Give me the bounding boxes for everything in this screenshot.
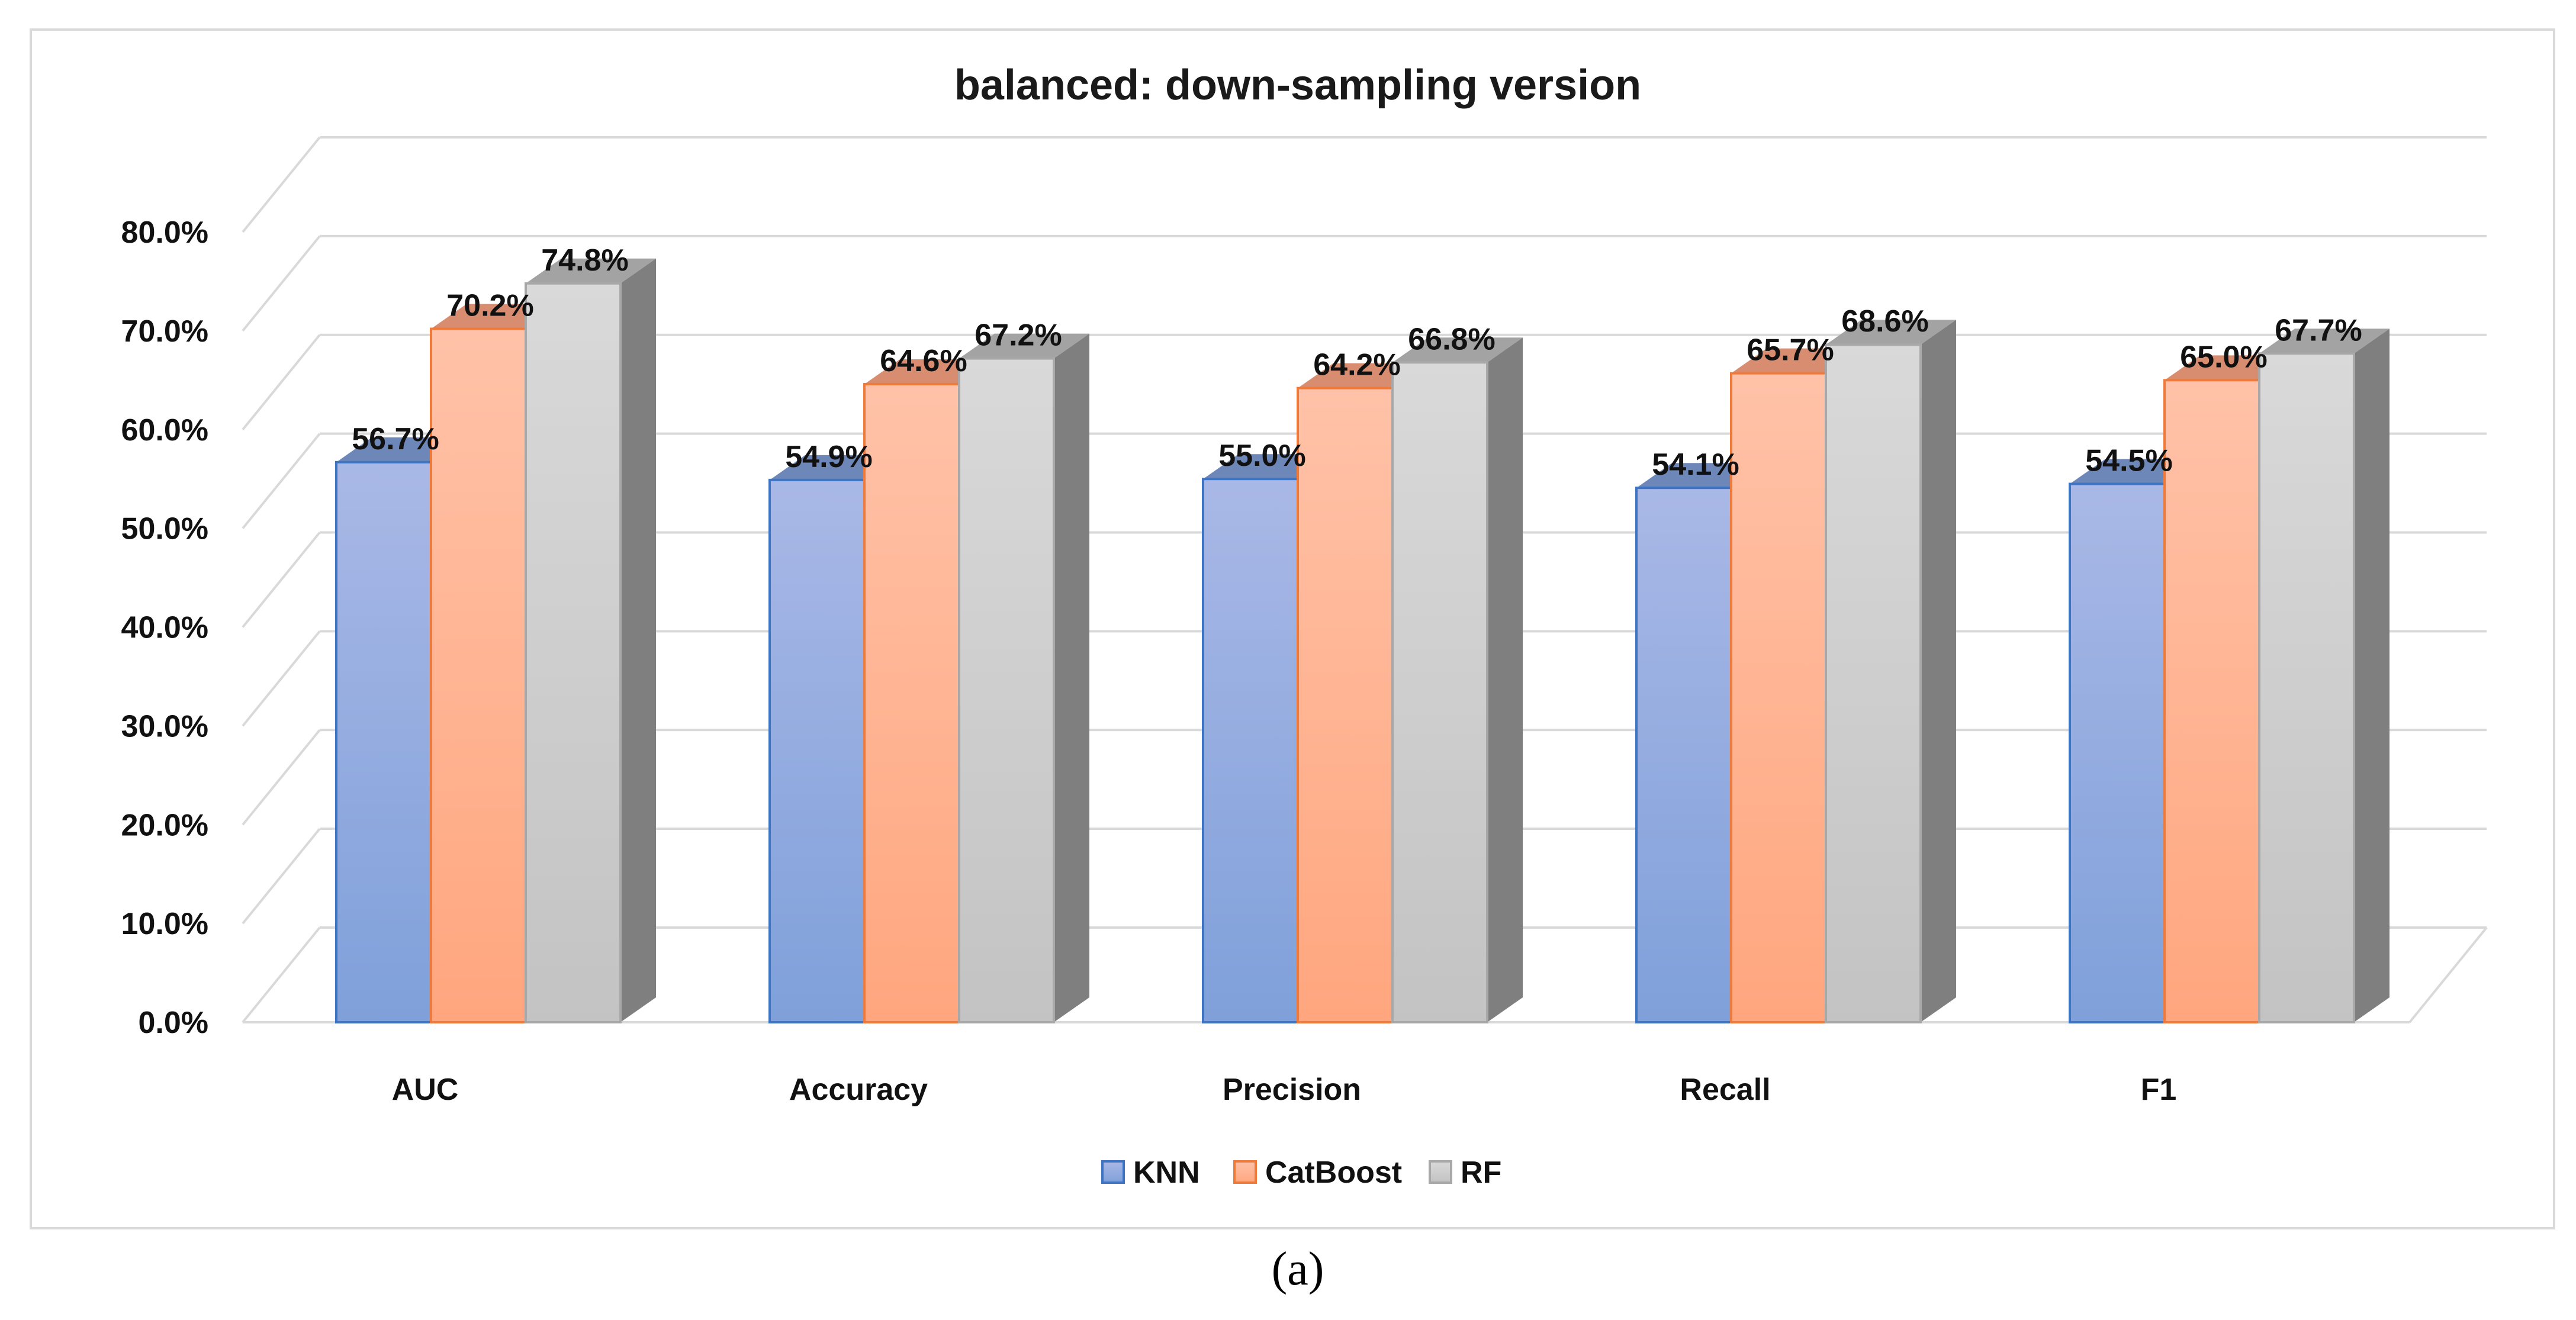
data-label: 54.5% [2085, 444, 2172, 478]
bar-front [1391, 361, 1488, 1023]
y-tick-label: 70.0% [121, 314, 208, 349]
bar-front [1297, 387, 1394, 1023]
data-label: 65.7% [1747, 333, 1834, 368]
bar-front [2163, 379, 2260, 1023]
bar-front [430, 327, 527, 1023]
bar-front [1202, 478, 1299, 1023]
gridline-diag [242, 729, 321, 826]
bars-layer [335, 258, 2390, 1023]
bar-front [2069, 482, 2166, 1023]
bar-front [525, 282, 622, 1023]
bar-side [620, 258, 656, 1022]
legend-swatch-knn [1101, 1160, 1125, 1184]
gridline-diag [242, 532, 321, 628]
bar-side [2354, 329, 2390, 1022]
data-labels-layer: 56.7% 70.2%74.8% 54.9% 64.6%67.2% 55.0% 64.2%… [352, 243, 2362, 482]
data-label: 68.6% [1841, 304, 1928, 339]
bar-top [1826, 320, 1956, 345]
data-label: 64.2% [1313, 348, 1400, 382]
gridline-diag [242, 235, 321, 332]
legend-label-knn: KNN [1133, 1155, 1200, 1190]
chart-title: balanced: down-sampling version [954, 62, 1641, 109]
bar-top [959, 333, 1089, 359]
data-label: 67.2% [975, 318, 1062, 353]
data-label: 55.0% [1218, 439, 1305, 473]
bar-front [1825, 343, 1922, 1023]
data-label: 56.7% [352, 422, 439, 456]
bar-rf-precision [1391, 337, 1523, 1023]
legend: KNN CatBoost RF [1101, 1155, 1501, 1190]
data-label: 54.9% [785, 440, 872, 474]
bar-front [1730, 372, 1827, 1023]
bar-rf-accuracy [958, 333, 1089, 1023]
gridline-diag [242, 630, 321, 727]
data-label: 74.8% [541, 243, 628, 278]
legend-swatch-rf [1429, 1160, 1452, 1184]
category-label: Accuracy [789, 1073, 928, 1107]
category-label: Recall [1680, 1073, 1770, 1107]
y-tick-label: 60.0% [121, 413, 208, 447]
bar-front [2258, 352, 2355, 1023]
bar-side [1054, 333, 1089, 1022]
bar-front [958, 357, 1055, 1023]
data-label: 64.6% [880, 344, 967, 378]
bar-rf-recall [1825, 320, 1956, 1023]
gridline-diag [242, 433, 321, 529]
data-label: 65.0% [2180, 340, 2267, 374]
gridline-diag [242, 334, 321, 431]
y-tick-label: 50.0% [121, 512, 208, 546]
y-tick-label: 20.0% [121, 808, 208, 842]
gridline-diag [242, 136, 321, 233]
bar-top [2259, 329, 2390, 354]
bar-front [863, 382, 960, 1023]
figure-caption: (a) [1272, 1243, 1324, 1295]
bar-front [335, 461, 432, 1023]
y-tick-label: 80.0% [121, 215, 208, 250]
bar-rf-f1 [2258, 329, 2390, 1023]
y-tick-label: 10.0% [121, 907, 208, 941]
y-tick-label: 30.0% [121, 709, 208, 743]
gridline-diag [242, 828, 321, 925]
category-label: F1 [2141, 1073, 2177, 1107]
category-label: AUC [392, 1073, 459, 1107]
floor-edge-side [2408, 926, 2488, 1023]
y-axis-ticks: 0.0% 10.0% 20.0% 30.0% 40.0% 50.0% 60.0% 70.0% 8… [121, 215, 208, 1040]
data-label: 70.2% [446, 289, 533, 323]
category-label: Precision [1223, 1073, 1361, 1107]
bar-rf-auc [525, 258, 656, 1023]
bar-front [1635, 487, 1732, 1023]
x-axis-categories: AUC Accuracy Precision Recall F1 [392, 1073, 2177, 1107]
bar-top [1392, 337, 1523, 363]
legend-label-rf: RF [1461, 1155, 1501, 1190]
legend-label-catboost: CatBoost [1265, 1155, 1402, 1190]
data-label: 54.1% [1652, 447, 1739, 482]
bar-side [1921, 320, 1956, 1022]
legend-swatch-catboost [1233, 1160, 1257, 1184]
data-label: 67.7% [2275, 313, 2362, 347]
y-tick-label: 40.0% [121, 611, 208, 645]
bar-front [768, 478, 866, 1023]
bar-side [1487, 337, 1523, 1022]
y-tick-label: 0.0% [138, 1006, 208, 1040]
bar-top [526, 258, 656, 284]
gridline-diag [242, 926, 321, 1023]
data-label: 66.8% [1408, 322, 1495, 356]
